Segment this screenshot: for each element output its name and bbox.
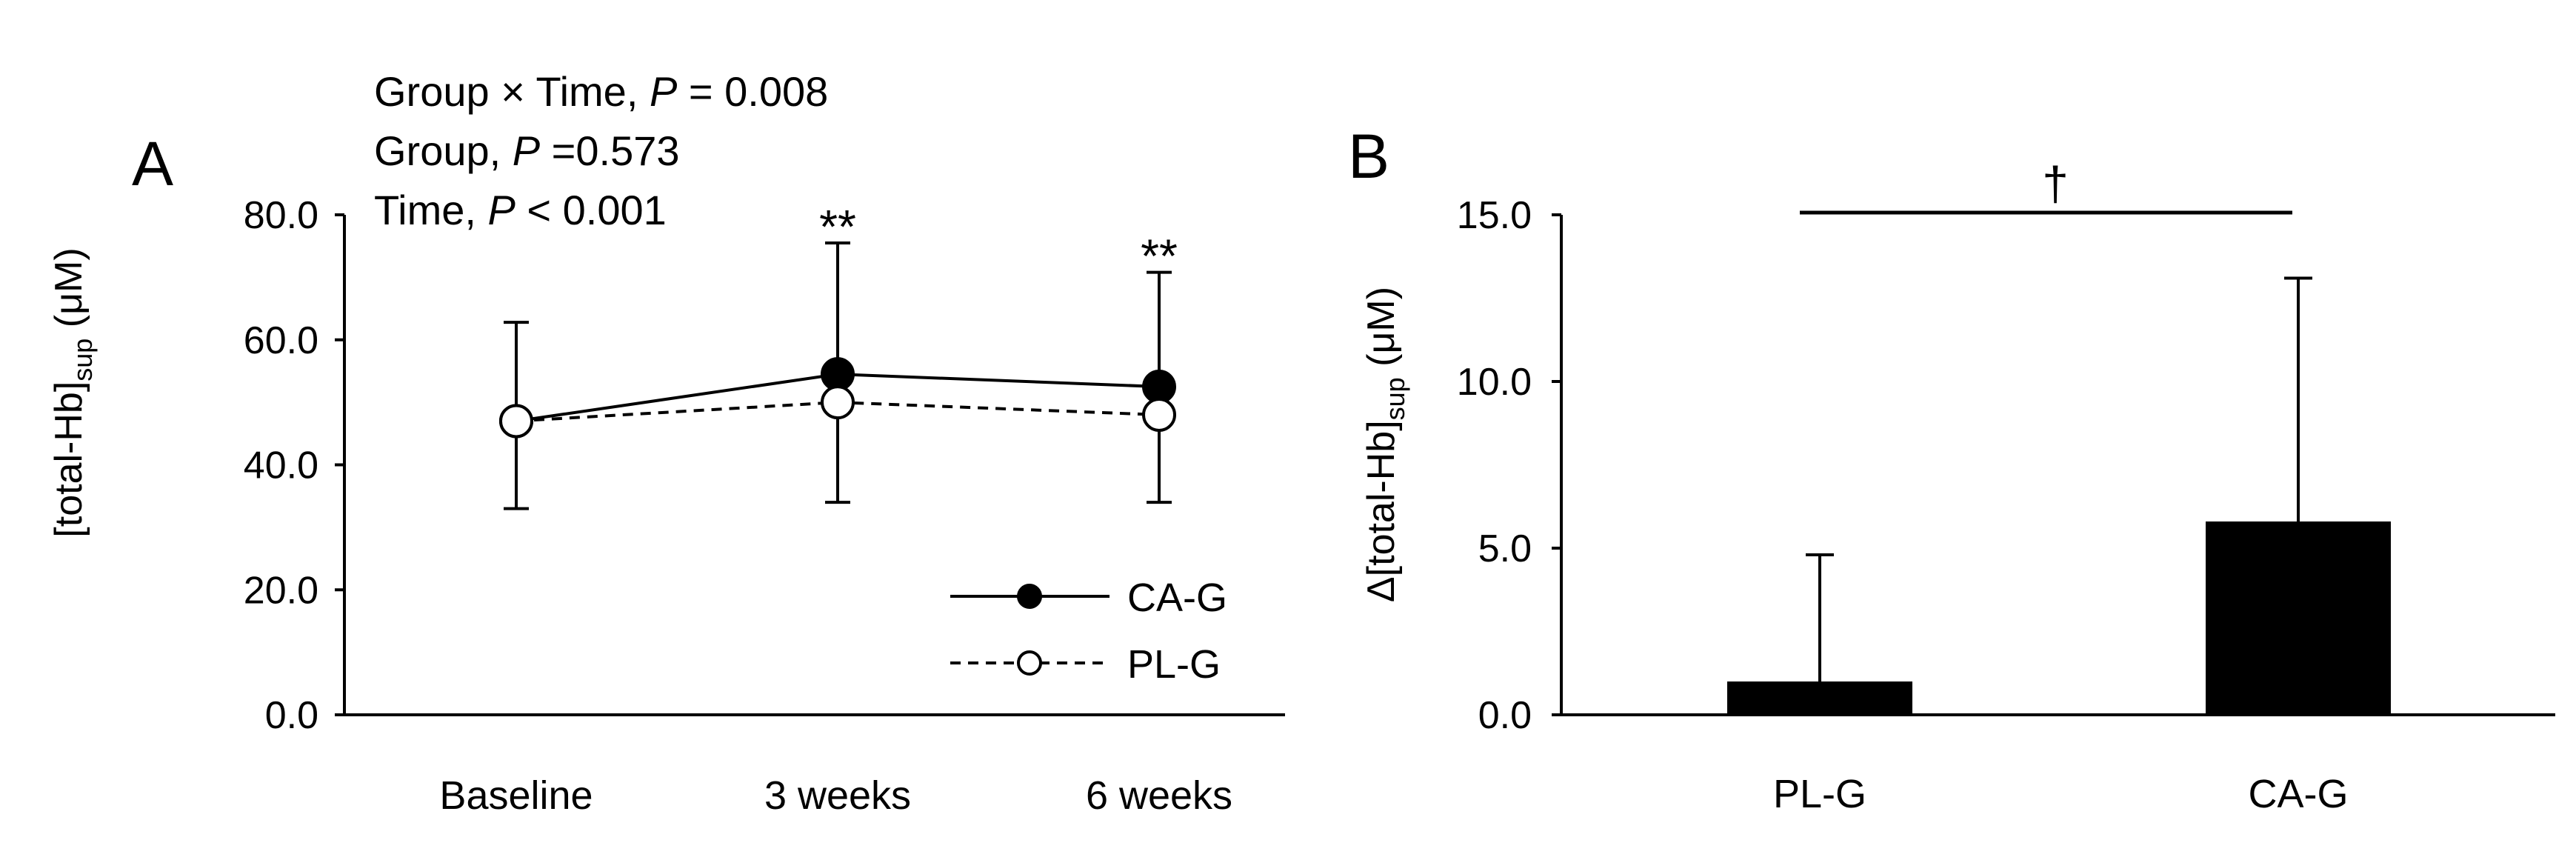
panel-a-label: A — [132, 129, 173, 199]
panel-a-y-ticks: 0.0 20.0 40.0 60.0 80.0 — [244, 194, 344, 737]
significance-marker: ** — [1141, 230, 1178, 283]
data-point-ca-g — [1142, 370, 1176, 404]
x-category-label: 3 weeks — [764, 773, 911, 818]
y-tick-label: 40.0 — [244, 444, 318, 487]
y-tick-label: 0.0 — [265, 694, 318, 737]
y-tick-label: 5.0 — [1478, 527, 1532, 570]
legend-pl-g-marker — [1017, 650, 1042, 676]
legend-ca-g-label: CA-G — [1127, 576, 1227, 620]
data-point-ca-g — [821, 357, 855, 392]
stat-line-2: Group, P =0.573 — [374, 127, 680, 174]
bar-pl-g — [1727, 681, 1912, 715]
panel-a-x-categories: Baseline 3 weeks 6 weeks — [439, 773, 1232, 818]
legend-pl-g-label: PL-G — [1127, 642, 1221, 687]
panel-b-y-ticks: 0.0 5.0 10.0 15.0 — [1457, 194, 1561, 737]
panel-a-y-axis-title-text: [total-Hb]sup (μM) — [47, 247, 98, 537]
panel-a-y-axis-title: [total-Hb]sup (μM) — [47, 247, 98, 537]
y-tick-label: 15.0 — [1457, 194, 1532, 237]
y-tick-label: 10.0 — [1457, 361, 1532, 404]
y-tick-label: 60.0 — [244, 319, 318, 362]
data-point-pl-g — [1142, 398, 1176, 432]
data-point-pl-g — [499, 404, 533, 439]
y-tick-label: 20.0 — [244, 569, 318, 612]
panel-a-significance: ** ** — [819, 200, 1178, 283]
legend-ca-g-marker — [1017, 584, 1042, 609]
significance-marker: ** — [819, 200, 856, 253]
data-point-pl-g — [821, 385, 855, 420]
panel-b-y-axis-title: Δ[total-Hb]sup (μM) — [1360, 287, 1410, 602]
x-category-label: 6 weeks — [1086, 773, 1232, 818]
x-category-label: CA-G — [2249, 772, 2349, 816]
stat-line-3: Time, P < 0.001 — [374, 187, 667, 233]
panel-b-y-axis-title-text: Δ[total-Hb]sup (μM) — [1360, 287, 1410, 602]
panel-b-bars — [1727, 521, 2391, 715]
bar-ca-g — [2206, 521, 2391, 715]
panel-b-error-bars — [1806, 276, 2312, 681]
panel-a-points — [499, 357, 1176, 439]
y-tick-label: 0.0 — [1478, 694, 1532, 737]
panel-a-legend: CA-G PL-G — [950, 576, 1227, 687]
panel-a-stats: Group × Time, P = 0.008 Group, P =0.573 … — [374, 68, 828, 233]
panel-b-x-categories: PL-G CA-G — [1773, 772, 2349, 816]
comparison-dagger: † — [2042, 157, 2069, 210]
panel-b-label: B — [1348, 121, 1389, 191]
x-category-label: PL-G — [1773, 772, 1866, 816]
panel-b-bar-chart: B Δ[total-Hb]sup (μM) 0.0 5.0 10.0 15.0 PL-… — [1348, 121, 2555, 816]
y-tick-label: 80.0 — [244, 194, 318, 237]
stat-line-1: Group × Time, P = 0.008 — [374, 68, 828, 115]
x-category-label: Baseline — [439, 773, 593, 818]
panel-a-line-chart: A Group × Time, P = 0.008 Group, P =0.57… — [47, 68, 1285, 818]
